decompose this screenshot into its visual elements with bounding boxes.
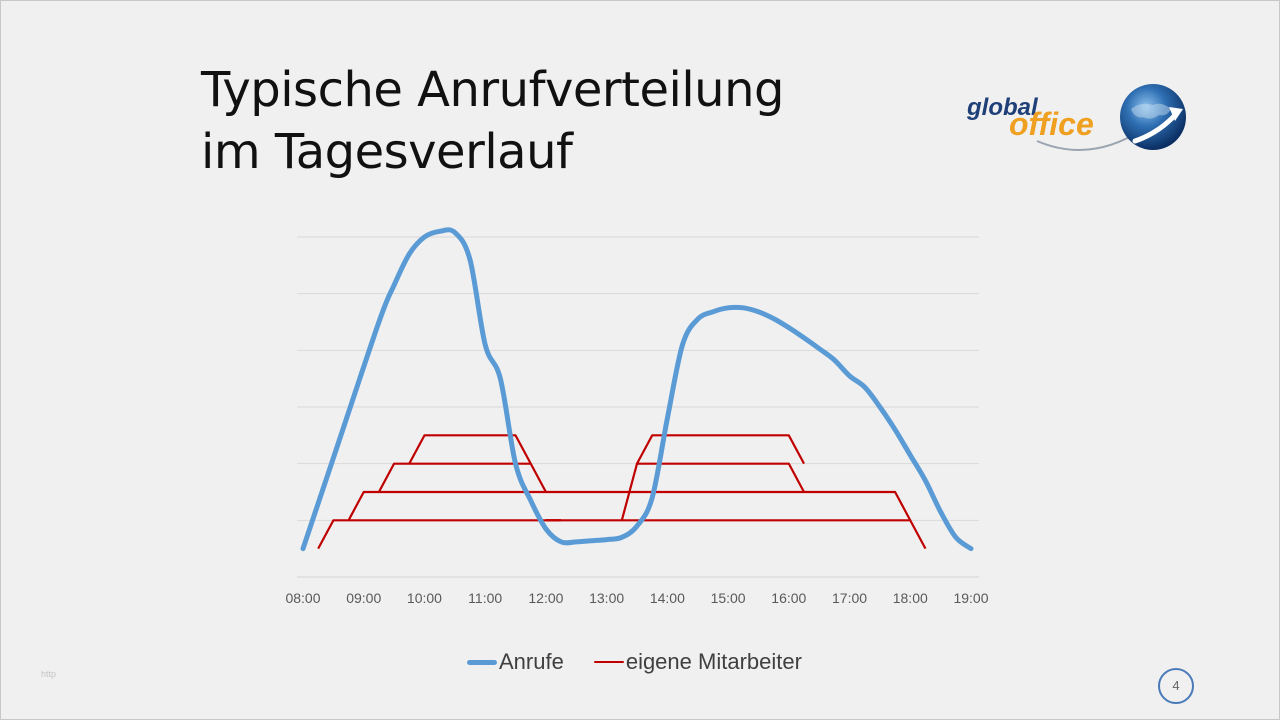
staff-shift-line <box>377 462 547 493</box>
series-eigene-mitarbeiter <box>317 434 927 550</box>
logo-word-global: global <box>966 94 1039 121</box>
staff-shift-line <box>620 462 805 521</box>
x-tick-label: 08:00 <box>285 590 320 606</box>
x-tick-label: 10:00 <box>407 590 442 606</box>
global-office-logo: global office <box>966 84 1186 151</box>
x-tick-label: 19:00 <box>953 590 988 606</box>
globe-icon <box>1120 84 1186 150</box>
x-axis-tick-labels: 08:00 09:00 10:00 11:00 12:00 13:00 14:00 15:00… <box>285 590 988 606</box>
legend-item-eigene-mitarbeiter: eigene Mitarbeiter <box>593 649 802 675</box>
call-distribution-chart: 08:00 09:00 10:00 11:00 12:00 13:00 14:00 15:00… <box>285 227 989 606</box>
legend-swatch-eigene-mitarbeiter <box>593 661 624 663</box>
x-tick-label: 16:00 <box>771 590 806 606</box>
series-anrufe <box>300 227 974 552</box>
title-line-1: Typische Anrufverteilung <box>201 62 784 118</box>
slide-number: 4 <box>1158 668 1194 704</box>
calls-line <box>300 227 974 552</box>
legend-label-eigene-mitarbeiter: eigene Mitarbeiter <box>625 649 802 674</box>
x-tick-label: 12:00 <box>528 590 563 606</box>
x-tick-label: 13:00 <box>589 590 624 606</box>
slide-title: Typische Anrufverteilung im Tagesverlauf <box>201 59 921 183</box>
staff-shift-line <box>317 519 927 550</box>
staff-shift-line <box>636 434 805 465</box>
x-tick-label: 14:00 <box>650 590 685 606</box>
x-tick-label: 18:00 <box>893 590 928 606</box>
chart-legend: Anrufe eigene Mitarbeiter <box>467 647 802 677</box>
x-tick-label: 17:00 <box>832 590 867 606</box>
title-line-2: im Tagesverlauf <box>201 124 573 180</box>
legend-swatch-anrufe <box>467 659 497 665</box>
footnote: http <box>41 669 57 679</box>
logo-word-office: office <box>1009 106 1094 142</box>
legend-item-anrufe: Anrufe <box>467 649 564 675</box>
x-tick-label: 11:00 <box>468 590 502 606</box>
legend-label-anrufe: Anrufe <box>499 649 564 674</box>
staff-shift-line <box>408 434 532 465</box>
x-tick-label: 15:00 <box>711 590 746 606</box>
x-tick-label: 09:00 <box>346 590 381 606</box>
